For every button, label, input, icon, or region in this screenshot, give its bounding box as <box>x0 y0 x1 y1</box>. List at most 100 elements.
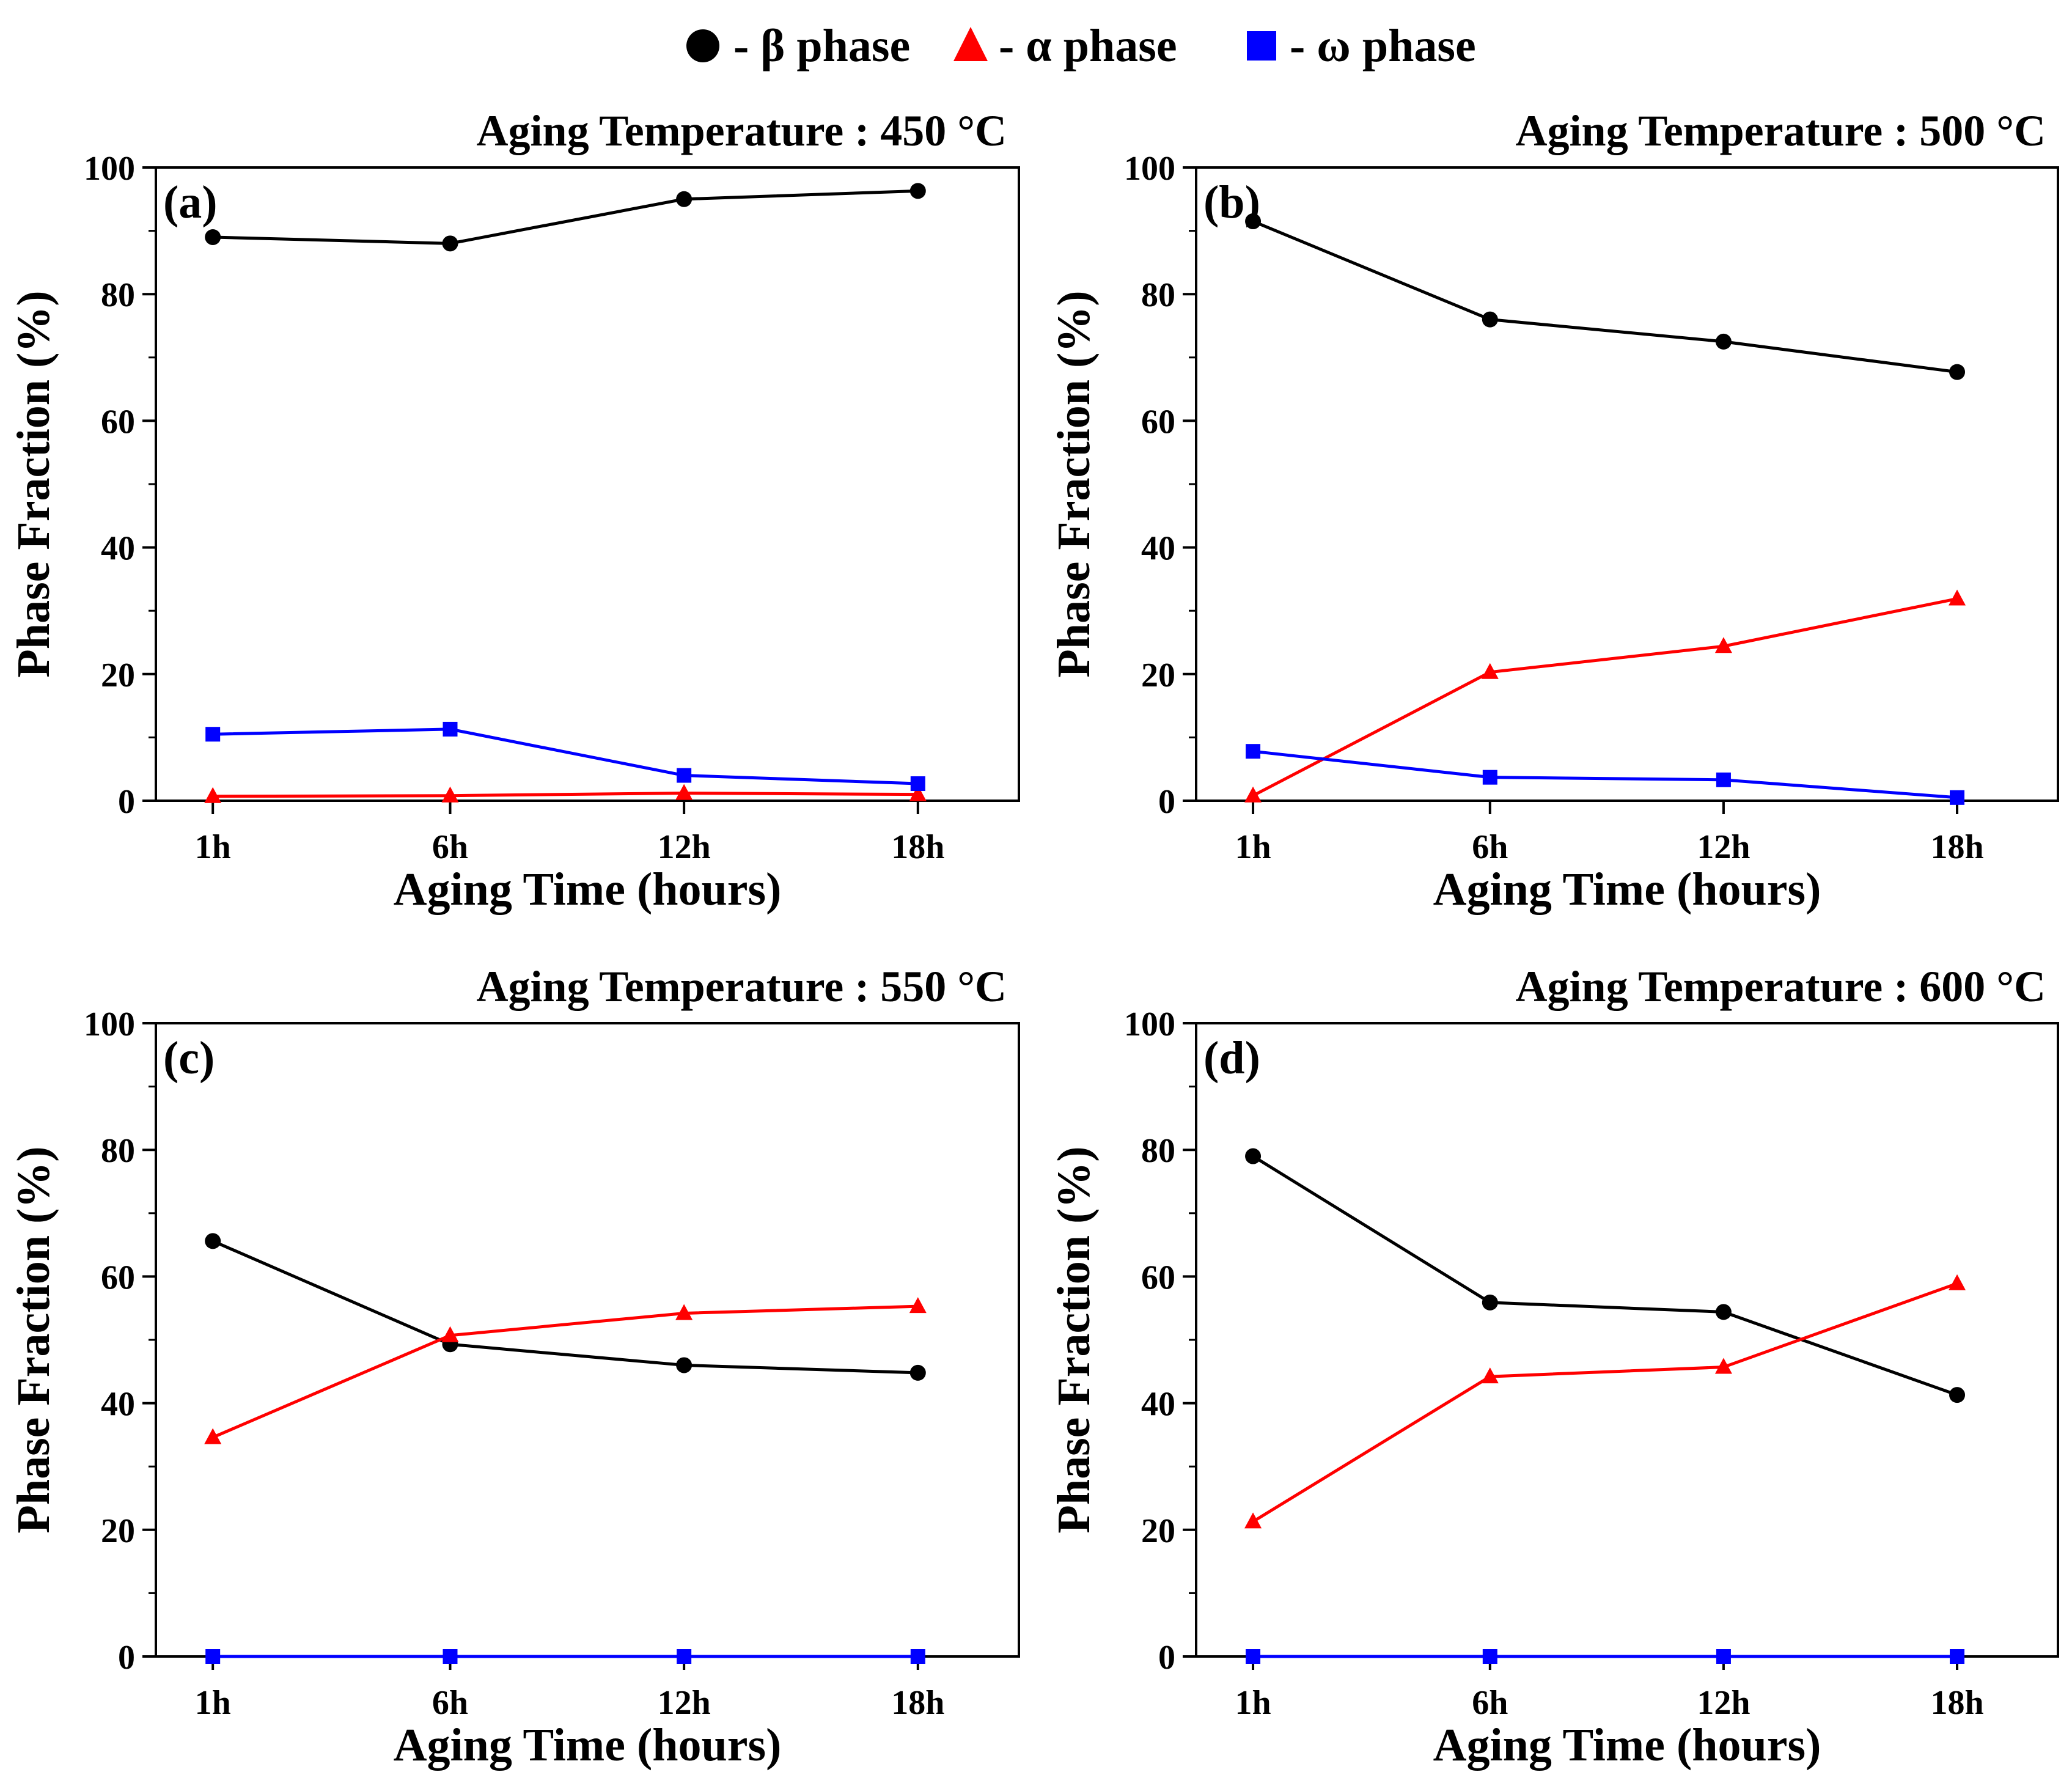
chart-title: Aging Temperature : 600 °C <box>1516 962 2046 1011</box>
point-omega <box>1716 772 1731 787</box>
x-tick-label: 18h <box>1930 828 1983 866</box>
point-alpha <box>1244 786 1262 803</box>
legend: - β phase - α phase - ω phase <box>686 20 1476 72</box>
y-tick-label: 60 <box>1141 1259 1175 1296</box>
legend-omega-label: - ω phase <box>1290 20 1476 72</box>
x-axis-label: Aging Time (hours) <box>394 1719 782 1771</box>
series-line-alpha <box>1252 1282 1958 1523</box>
point-beta <box>205 229 221 245</box>
y-tick-label: 80 <box>101 276 135 314</box>
point-beta <box>1245 1148 1262 1164</box>
point-alpha <box>1714 1358 1732 1374</box>
y-tick-label: 60 <box>101 1259 135 1296</box>
point-omega <box>677 1649 692 1664</box>
x-axis-label: Aging Time (hours) <box>1433 1719 1821 1771</box>
x-tick-label: 1h <box>1235 1684 1271 1722</box>
y-tick-label: 100 <box>84 150 135 188</box>
point-alpha <box>441 1326 459 1342</box>
point-omega <box>1716 1649 1731 1664</box>
y-tick-label: 100 <box>84 1005 135 1043</box>
point-omega <box>910 776 925 792</box>
series-line-omega <box>213 727 918 785</box>
point-alpha <box>1481 1367 1499 1384</box>
y-axis-label: Phase Fraction (%) <box>1048 290 1100 677</box>
x-tick-label: 12h <box>1697 828 1750 866</box>
point-beta <box>1482 1294 1498 1311</box>
point-alpha <box>1714 637 1732 653</box>
legend-alpha-label: - α phase <box>999 20 1177 72</box>
point-omega <box>1950 1649 1965 1664</box>
plot-frame <box>1195 166 2059 802</box>
y-tick-label: 0 <box>118 1639 135 1677</box>
chart-panel-0: Aging Temperature : 450 °C (a) 0 20 40 60 80 10… <box>8 106 1020 915</box>
series-line-beta <box>1252 1155 1958 1397</box>
panel-label: (a) <box>163 177 218 228</box>
y-tick-label: 60 <box>101 403 135 441</box>
chart-panel-1: Aging Temperature : 500 °C(b)02040608010… <box>1048 106 2059 915</box>
x-axis-label: Aging Time (hours) <box>394 864 782 915</box>
series-line-alpha <box>212 1304 918 1439</box>
series-line-beta <box>212 1240 918 1375</box>
x-tick-label: 6h <box>1472 1684 1508 1722</box>
y-tick-label: 40 <box>1141 1386 1175 1424</box>
y-tick-label: 20 <box>101 1512 135 1550</box>
y-tick-label: 100 <box>1124 150 1175 188</box>
y-tick-label: 20 <box>1141 1512 1175 1550</box>
x-tick-label: 6h <box>432 1684 468 1722</box>
point-beta <box>1949 364 1966 380</box>
point-alpha <box>1244 1512 1262 1529</box>
y-tick-label: 0 <box>118 783 135 821</box>
plot-frame <box>155 1022 1020 1658</box>
point-omega <box>1246 744 1261 759</box>
legend-beta-label: - β phase <box>733 20 910 72</box>
point-omega <box>910 1649 925 1664</box>
y-tick-label: 0 <box>1158 783 1175 821</box>
point-alpha <box>1481 663 1499 679</box>
legend-alpha-marker <box>953 27 988 61</box>
point-beta <box>676 1357 693 1373</box>
point-alpha <box>1949 589 1966 606</box>
point-omega <box>1482 1649 1497 1664</box>
chart-title: Aging Temperature : 500 °C <box>1516 106 2046 155</box>
y-tick-label: 20 <box>101 656 135 694</box>
x-tick-label: 18h <box>1930 1684 1983 1722</box>
point-beta <box>1245 213 1262 230</box>
x-axis-label: Aging Time (hours) <box>1433 864 1821 915</box>
y-tick-label: 40 <box>101 530 135 568</box>
legend-beta-marker <box>686 29 719 62</box>
point-omega <box>205 1649 221 1664</box>
point-omega <box>443 1649 458 1664</box>
x-tick-label: 12h <box>658 828 711 866</box>
point-beta <box>205 1233 221 1249</box>
y-tick-label: 20 <box>1141 656 1175 694</box>
panel-label: (d) <box>1203 1032 1260 1084</box>
point-alpha <box>675 784 693 800</box>
x-tick-label: 6h <box>432 828 468 866</box>
x-tick-label: 18h <box>891 1684 944 1722</box>
point-omega <box>1482 770 1497 785</box>
x-tick-label: 1h <box>195 1684 231 1722</box>
y-tick-label: 80 <box>1141 1132 1175 1170</box>
y-tick-label: 40 <box>1141 530 1175 568</box>
point-alpha <box>441 786 459 803</box>
panel-label: (c) <box>163 1032 215 1084</box>
series-line-beta <box>1252 219 1958 374</box>
x-tick-label: 1h <box>1235 828 1271 866</box>
y-tick-label: 60 <box>1141 403 1175 441</box>
x-tick-label: 18h <box>891 828 944 866</box>
y-tick-label: 80 <box>1141 276 1175 314</box>
point-alpha <box>909 1297 927 1314</box>
y-tick-label: 100 <box>1124 1005 1175 1043</box>
y-tick-label: 0 <box>1158 1639 1175 1677</box>
chart-panel-2: Aging Temperature : 550 °C (c) 0 20 40 60 80 10… <box>8 962 1020 1771</box>
point-omega <box>443 721 458 737</box>
point-alpha <box>1949 1274 1966 1290</box>
point-alpha <box>675 1304 693 1320</box>
plot-frame <box>155 166 1020 802</box>
point-beta <box>1715 333 1732 350</box>
point-beta <box>442 235 458 252</box>
point-alpha <box>204 787 222 803</box>
series-line-alpha <box>213 792 918 798</box>
y-tick-label: 80 <box>101 1132 135 1170</box>
